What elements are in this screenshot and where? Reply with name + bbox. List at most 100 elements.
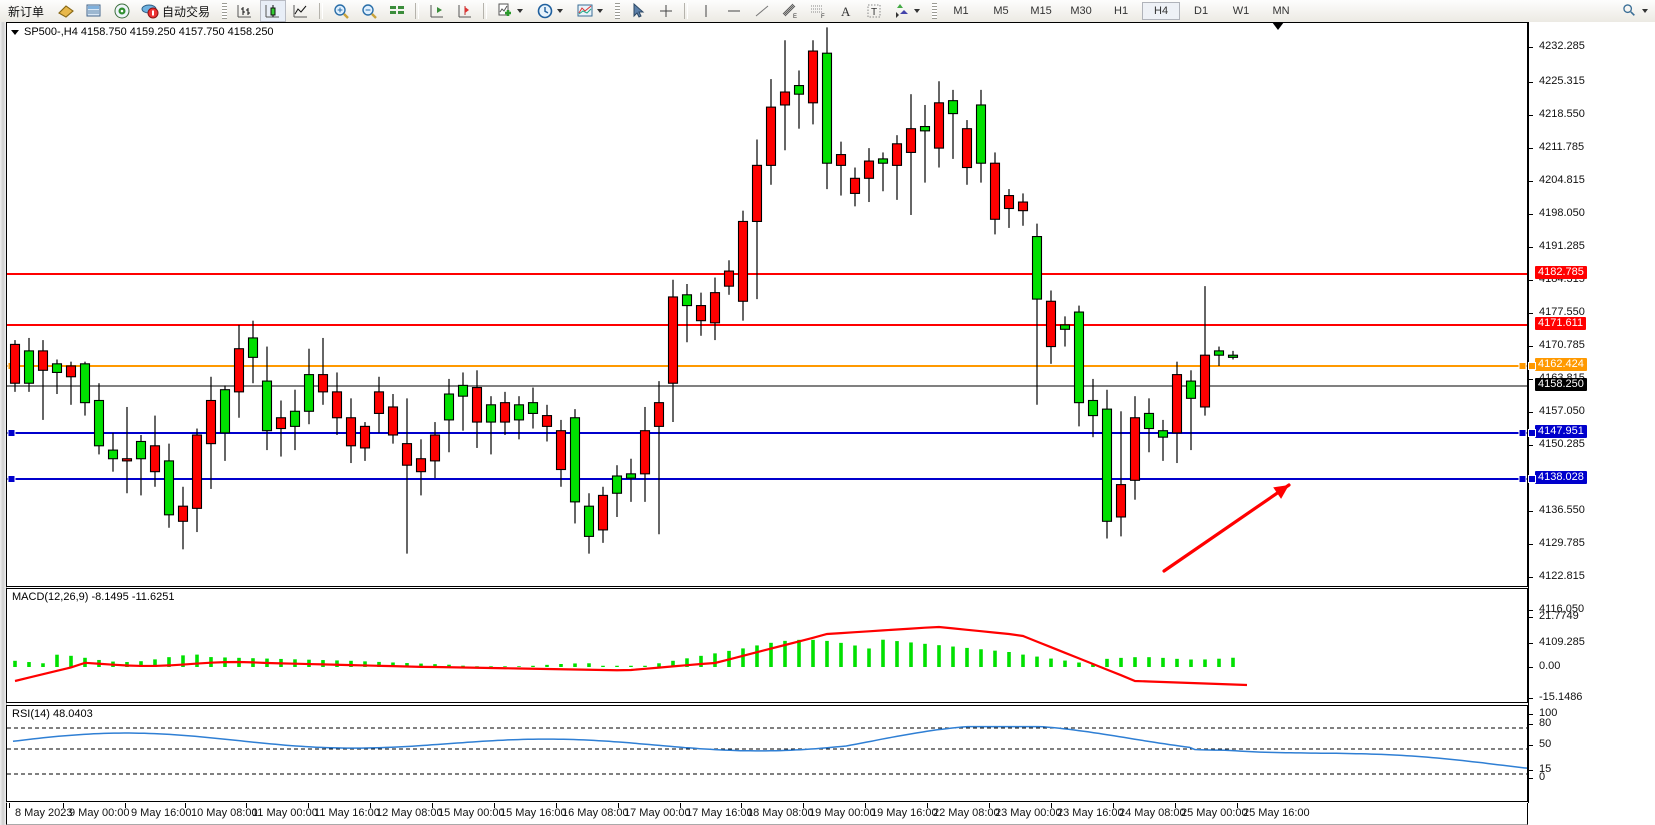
price-panel[interactable]: SP500-,H4 4158.750 4159.250 4157.750 415… <box>6 22 1528 587</box>
objects-button[interactable] <box>889 0 927 22</box>
candle <box>303 348 315 425</box>
timeframe-m30[interactable]: M30 <box>1070 5 1092 17</box>
price-tag-4158.250[interactable]: 4158.250 <box>1535 378 1587 391</box>
price-tick-16: 4122.815 <box>1539 570 1585 582</box>
timeframe-m15[interactable]: M15 <box>1030 5 1052 17</box>
chevron-down-icon[interactable] <box>517 9 524 13</box>
macd-panel[interactable]: MACD(12,26,9) -8.1495 -11.6251 <box>6 588 1528 703</box>
indicators-button[interactable] <box>492 0 530 22</box>
candle <box>261 346 273 451</box>
time-tick <box>308 803 309 808</box>
price-tick-8: 4177.550 <box>1539 306 1585 318</box>
vertical-line-icon <box>697 2 715 20</box>
toolbar-grip-2[interactable] <box>615 3 621 19</box>
chevron-down-icon-2[interactable] <box>557 9 564 13</box>
trendline-button[interactable] <box>749 0 775 22</box>
collapse-triangle-icon[interactable] <box>11 29 19 35</box>
bar-chart-button[interactable] <box>232 0 258 22</box>
axis-tick <box>1529 445 1533 446</box>
timeframe-mn[interactable]: MN <box>1272 5 1290 17</box>
candle <box>961 120 973 185</box>
price-tag-4162.424[interactable]: 4162.424 <box>1535 358 1587 371</box>
text-button[interactable]: A <box>833 0 859 22</box>
candle <box>317 337 329 405</box>
level-handle[interactable] <box>1528 362 1536 370</box>
uptrend-arrow[interactable] <box>1162 483 1291 573</box>
fibonacci-button[interactable]: F <box>805 0 831 22</box>
toolbar-separator-4 <box>684 3 689 19</box>
rsi-panel[interactable]: RSI(14) 48.0403 <box>6 705 1528 802</box>
candle <box>1213 346 1225 366</box>
autotrading-button[interactable]: 自动交易 <box>137 0 217 22</box>
chevron-down-icon-5[interactable] <box>1642 9 1648 13</box>
templates-button[interactable] <box>572 0 610 22</box>
chart-shift-button[interactable] <box>424 0 450 22</box>
axis-tick <box>1529 544 1533 545</box>
time-tick <box>1051 803 1052 808</box>
candle <box>849 167 861 207</box>
level-handle[interactable] <box>1528 475 1536 483</box>
candle <box>1129 396 1141 500</box>
timeframe-bar: M1 M5 M15 M30 H1 H4 D1 W1 MN <box>941 2 1301 20</box>
timeframe-d1[interactable]: D1 <box>1194 5 1209 17</box>
candle <box>975 89 987 183</box>
time-tick <box>9 803 10 808</box>
axis-tick <box>1529 610 1533 611</box>
horizontal-line-icon <box>725 2 743 20</box>
candle <box>583 493 595 554</box>
chevron-down-icon-4[interactable] <box>914 9 921 13</box>
line-chart-button[interactable] <box>288 0 314 22</box>
auto-scroll-button[interactable] <box>452 0 478 22</box>
candle <box>513 396 525 440</box>
price-tag-4182.785[interactable]: 4182.785 <box>1535 266 1587 279</box>
candle <box>569 409 581 524</box>
timeframe-m5[interactable]: M5 <box>993 5 1009 17</box>
grid-button[interactable] <box>384 0 410 22</box>
level-handle[interactable] <box>1528 429 1536 437</box>
data-window-button[interactable] <box>81 0 107 22</box>
timeframe-h4[interactable]: H4 <box>1142 2 1181 20</box>
timeframe-m1[interactable]: M1 <box>953 5 969 17</box>
crosshair-button[interactable] <box>653 0 679 22</box>
candle <box>429 422 441 479</box>
axis-tick <box>1529 778 1533 779</box>
toolbar-grip-3[interactable] <box>932 3 938 19</box>
vertical-line-button[interactable] <box>693 0 719 22</box>
time-axis: 8 May 2023 9 May 00:00 9 May 16:00 10 May 0… <box>6 803 1528 825</box>
horizontal-line-button[interactable] <box>721 0 747 22</box>
cursor-button[interactable] <box>625 0 651 22</box>
price-tick-17: 4116.050 <box>1539 603 1585 615</box>
time-label-10: 17 May 00:00 <box>624 807 691 819</box>
hline-support-1[interactable] <box>7 429 1527 437</box>
text-label-button[interactable]: T <box>861 0 887 22</box>
axis-tick <box>1529 667 1533 668</box>
price-tag-4147.951[interactable]: 4147.951 <box>1535 425 1587 438</box>
rsi-tick-0: 100 <box>1539 707 1558 719</box>
price-tick-14: 4136.550 <box>1539 504 1585 516</box>
zoom-out-button[interactable] <box>356 0 382 22</box>
equidistant-channel-button[interactable]: E <box>777 0 803 22</box>
navigator-button[interactable] <box>109 0 135 22</box>
axis-tick <box>1529 577 1533 578</box>
candle <box>989 152 1001 235</box>
candlestick-chart-button[interactable] <box>260 0 287 22</box>
time-tick <box>803 803 804 808</box>
toolbar-grip[interactable] <box>222 3 228 19</box>
timeframe-w1[interactable]: W1 <box>1232 5 1250 17</box>
candle <box>37 340 49 420</box>
hline-support-2[interactable] <box>7 475 1527 483</box>
timeframe-h1[interactable]: H1 <box>1114 5 1129 17</box>
new-order-button[interactable]: 新订单 <box>1 0 51 22</box>
price-tag-4171.611[interactable]: 4171.611 <box>1535 317 1587 330</box>
period-button[interactable] <box>532 0 570 22</box>
candle <box>51 359 63 395</box>
expert-advisor-icon-button[interactable] <box>53 0 79 22</box>
grid-icon <box>388 2 406 20</box>
zoom-in-button[interactable] <box>328 0 354 22</box>
chevron-down-icon-3[interactable] <box>597 9 604 13</box>
candle <box>835 141 847 196</box>
price-tag-4138.028[interactable]: 4138.028 <box>1535 471 1587 484</box>
search-icon[interactable] <box>1621 2 1639 20</box>
candle <box>135 435 147 496</box>
price-axis[interactable]: 4232.285 4225.315 4218.550 4211.785 4204.815… <box>1528 22 1655 803</box>
